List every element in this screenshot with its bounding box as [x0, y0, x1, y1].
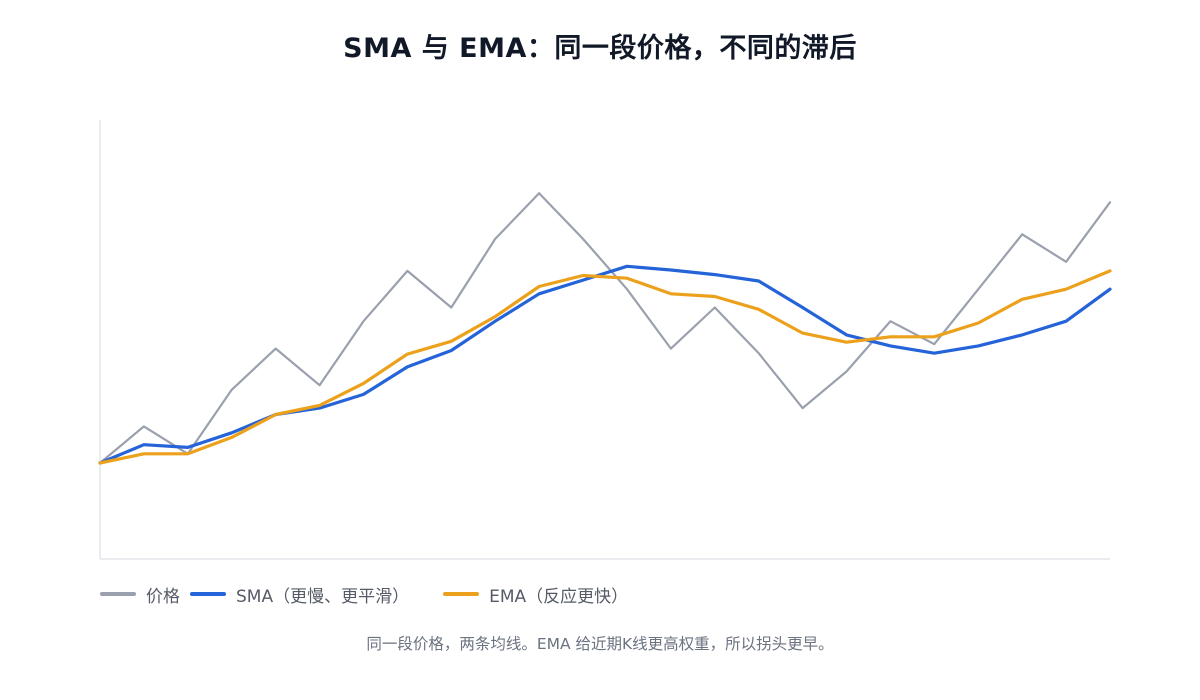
legend-swatch-ema [443, 592, 480, 596]
legend-item-sma: SMA（更慢、更平滑） [190, 582, 409, 607]
legend-label-sma: SMA（更慢、更平滑） [236, 586, 410, 607]
legend-swatch-price [100, 592, 136, 596]
ema-line [98, 269, 1112, 465]
chart-caption: 同一段价格，两条均线。EMA 给近期K线更高权重，所以拐头更早。 [366, 635, 834, 653]
legend-swatch-sma [190, 592, 226, 596]
chart-axes [99, 120, 1110, 560]
legend-label-ema: EMA（反应更快） [489, 586, 629, 607]
sma-line [98, 264, 1112, 465]
series-layer [98, 192, 1112, 465]
chart-legend: 价格 SMA（更慢、更平滑） EMA（反应更快） [100, 581, 628, 607]
chart-title: SMA 与 EMA：同一段价格，不同的滞后 [343, 33, 857, 64]
legend-item-ema: EMA（反应更快） [443, 582, 628, 607]
legend-item-price: 价格 [100, 582, 180, 607]
legend-label-price: 价格 [146, 586, 180, 607]
